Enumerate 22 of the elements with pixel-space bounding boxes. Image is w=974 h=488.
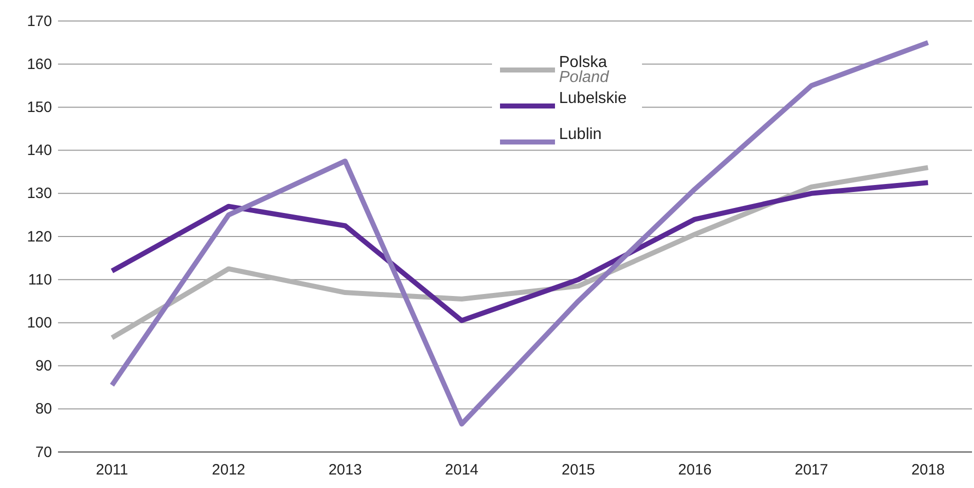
y-tick-label: 90 [35,358,52,375]
legend-label: Lublin [559,126,602,143]
x-tick-label: 2016 [678,462,712,479]
y-tick-label: 160 [26,56,52,73]
x-tick-label: 2012 [212,462,246,479]
legend-label: Lubelskie [559,90,627,107]
x-tick-label: 2014 [445,462,478,479]
legend-label: Polska Poland [559,54,610,86]
y-tick-label: 130 [26,185,52,202]
x-tick-label: 2013 [328,462,362,479]
y-tick-label: 150 [26,99,52,116]
y-tick-label: 140 [26,142,52,160]
y-tick-label: 120 [26,228,52,246]
x-tick-label: 2011 [96,462,128,479]
y-tick-label: 80 [35,400,52,418]
y-tick-label: 70 [35,444,52,461]
y-tick-label: 110 [28,271,52,288]
x-tick-label: 2017 [794,462,828,479]
x-tick-label: 2015 [562,462,595,479]
x-tick-label: 2018 [911,462,945,479]
y-tick-label: 100 [26,314,52,332]
y-tick-label: 170 [26,12,52,30]
